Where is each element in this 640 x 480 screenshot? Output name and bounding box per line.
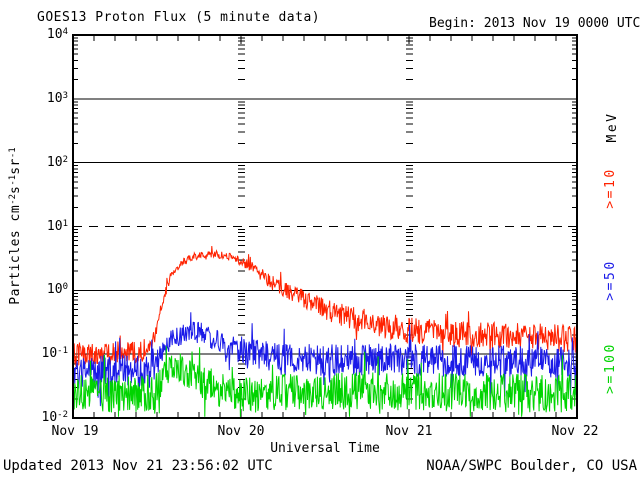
y-tick-1e0: 100 [46, 282, 68, 297]
source-attribution: NOAA/SWPC Boulder, CO USA [426, 458, 637, 474]
x-tick-nov19: Nov 19 [51, 424, 99, 439]
y-tick-1e1: 101 [46, 219, 68, 234]
y-tick-1e-2: 10-2 [41, 410, 69, 425]
y-tick-1e-1: 10-1 [41, 346, 69, 361]
x-tick-nov20: Nov 20 [217, 424, 265, 439]
legend-ge100: >=100 [603, 342, 618, 394]
y-tick-1e2: 102 [46, 155, 68, 170]
begin-timestamp: Begin: 2013 Nov 19 0000 UTC [429, 16, 640, 31]
legend-ge50: >=50 [603, 259, 618, 301]
x-axis-title: Universal Time [270, 441, 380, 456]
updated-timestamp: Updated 2013 Nov 21 23:56:02 UTC [3, 458, 273, 474]
chart-title: GOES13 Proton Flux (5 minute data) [37, 10, 321, 25]
x-tick-nov21: Nov 21 [385, 424, 433, 439]
y-axis-title: Particles cm-2s-1sr-1 [8, 147, 23, 305]
y-tick-1e3: 103 [46, 91, 68, 106]
x-tick-nov22: Nov 22 [551, 424, 599, 439]
unit-label-mev: MeV [605, 111, 620, 143]
y-tick-1e4: 104 [46, 27, 68, 42]
legend-ge10: >=10 [603, 167, 618, 209]
